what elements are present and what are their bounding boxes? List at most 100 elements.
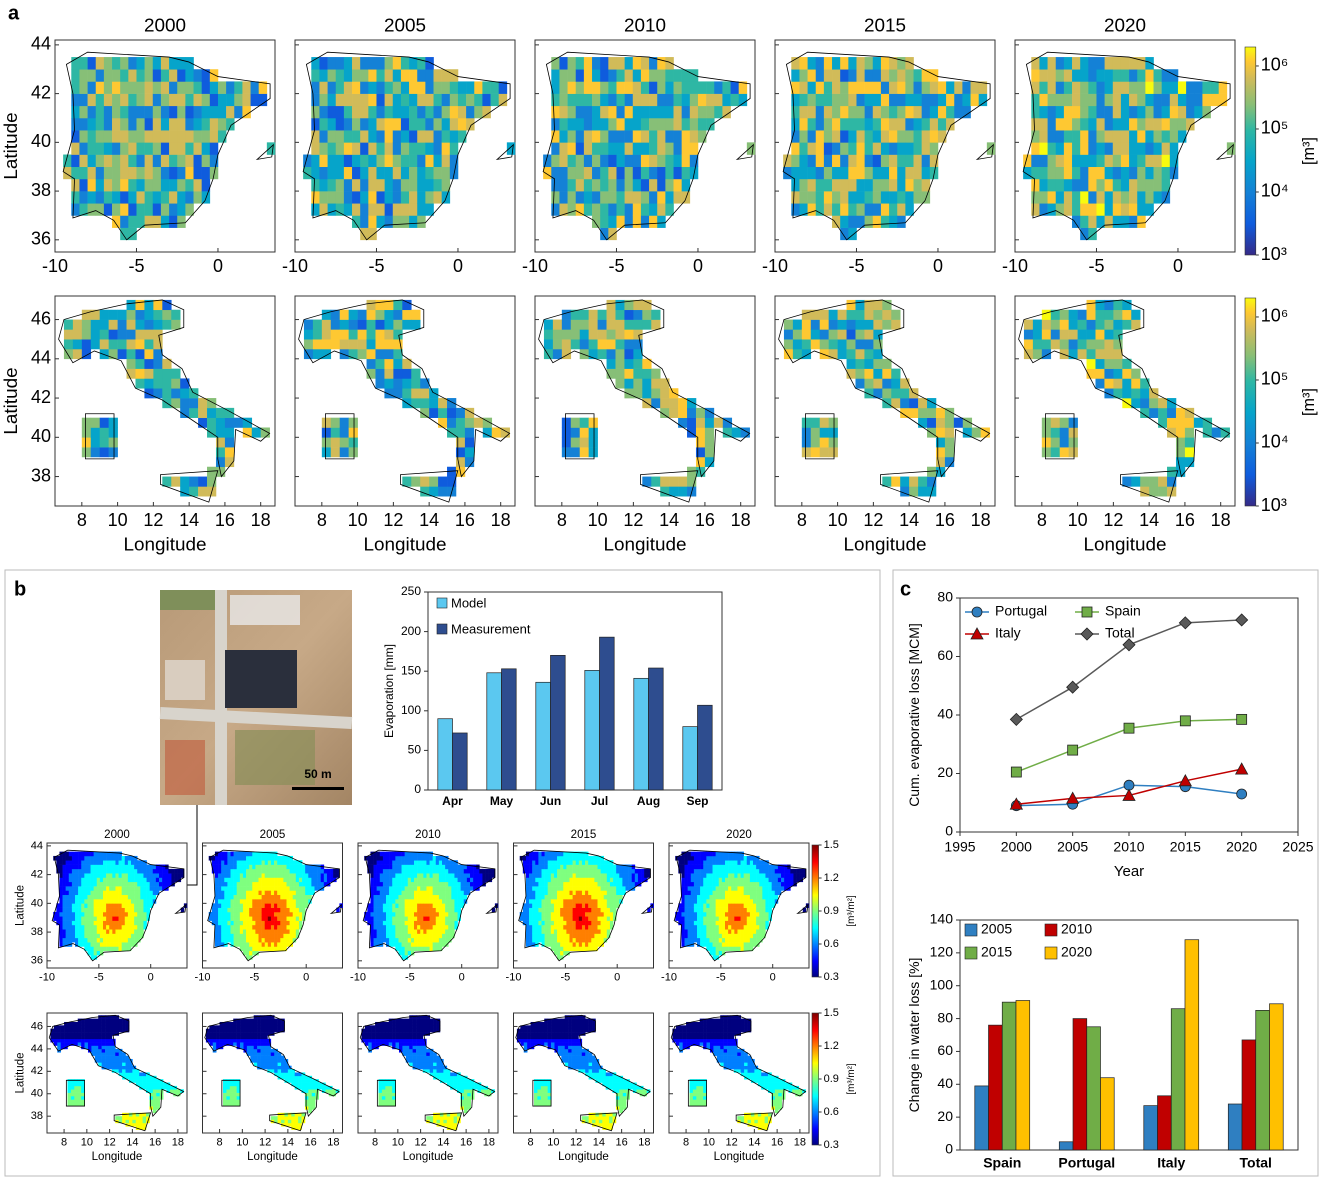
map-cell (298, 899, 303, 904)
map-cell (1131, 476, 1141, 487)
map-cell (280, 903, 284, 908)
map-cell (392, 142, 402, 155)
map-cell (162, 299, 172, 311)
map-cell (77, 1082, 82, 1087)
map-cell (298, 907, 303, 913)
map-cell (579, 309, 589, 320)
map-cell (398, 894, 402, 900)
map-cell (583, 81, 593, 94)
map-cell (423, 946, 427, 952)
map-cell (103, 924, 107, 930)
map-cell (429, 476, 439, 487)
map-cell (227, 929, 231, 934)
map-cell (70, 1095, 75, 1100)
map-cell (219, 1038, 224, 1043)
map-cell (105, 1042, 109, 1046)
map-cell (135, 368, 145, 379)
map-cell (264, 864, 269, 870)
map-cell (706, 105, 715, 119)
y-tick-label: 36 (31, 955, 43, 967)
map-cell (376, 907, 381, 913)
map-cell (1167, 398, 1177, 409)
map-cell (166, 1085, 171, 1090)
map-cell (376, 81, 385, 94)
map-cell (98, 1058, 102, 1063)
map-cell (267, 1018, 272, 1023)
map-cell (270, 942, 275, 947)
map-cell (1161, 69, 1171, 82)
map-cell (783, 166, 792, 180)
x-tick-label: 10 (828, 510, 848, 530)
map-cell (856, 203, 865, 216)
map-cell (302, 907, 306, 913)
map-cell (250, 1045, 255, 1050)
map-cell (954, 105, 963, 119)
map-cell (298, 920, 303, 926)
map-cell (373, 903, 377, 908)
map-cell (1140, 407, 1150, 418)
map-cell (410, 920, 415, 926)
map-cell (93, 920, 98, 926)
map-cell (75, 911, 79, 917)
map-cell (1140, 486, 1150, 497)
map-cell (84, 1038, 89, 1043)
map-cell (407, 942, 412, 947)
map-cell (588, 348, 598, 360)
map-cell (398, 903, 402, 908)
map-cell (1059, 447, 1069, 458)
map-cell (105, 1035, 109, 1040)
map-cell (339, 348, 349, 360)
map-cell (93, 955, 98, 960)
map-cell (90, 916, 94, 921)
map-cell (731, 427, 741, 438)
map-cell (96, 851, 101, 857)
map-cell (236, 907, 241, 913)
map-cell (335, 130, 345, 143)
map-cell (389, 929, 393, 934)
map-panel: 2015-10 -5 0 (762, 16, 996, 276)
map-cell (68, 877, 73, 883)
map-cell (864, 299, 874, 311)
map-cell (1158, 398, 1168, 409)
map-cell (815, 81, 825, 94)
map-cell (93, 916, 98, 921)
map-cell (218, 933, 222, 939)
map-cell (410, 903, 415, 908)
map-cell (68, 903, 73, 908)
map-cell (74, 1032, 79, 1036)
map-cell (253, 1042, 258, 1046)
map-cell (335, 166, 345, 180)
map-cell (267, 1045, 272, 1050)
map-cell (169, 1085, 174, 1090)
map-cell (395, 890, 399, 896)
map-cell (144, 142, 154, 155)
map-cell (274, 890, 278, 896)
map-cell (491, 427, 501, 438)
map-cell (357, 339, 367, 350)
map-cell (1112, 130, 1122, 143)
map-cell (103, 178, 113, 192)
map-cell (233, 1099, 237, 1104)
map-cell (149, 899, 154, 904)
map-cell (971, 427, 981, 438)
map-cell (367, 855, 371, 861)
map-cell (308, 1085, 313, 1090)
map-cell (121, 873, 126, 878)
x-tick-label: 8 (61, 1136, 67, 1148)
map-cell (219, 1021, 224, 1026)
map-cell (398, 942, 402, 947)
map-cell (277, 860, 281, 865)
map-cell (128, 1069, 133, 1073)
y-tick-label: 38 (31, 180, 51, 200)
map-cell (59, 890, 63, 896)
map-cell (624, 178, 634, 192)
map-cell (242, 916, 247, 921)
map-cell (289, 907, 294, 913)
map-cell (832, 93, 841, 107)
map-cell (152, 1109, 157, 1114)
map-cell (240, 1018, 244, 1023)
map-cell (370, 855, 374, 861)
map-cell (1068, 309, 1078, 320)
map-cell (111, 1048, 116, 1053)
map-cell (71, 203, 80, 216)
